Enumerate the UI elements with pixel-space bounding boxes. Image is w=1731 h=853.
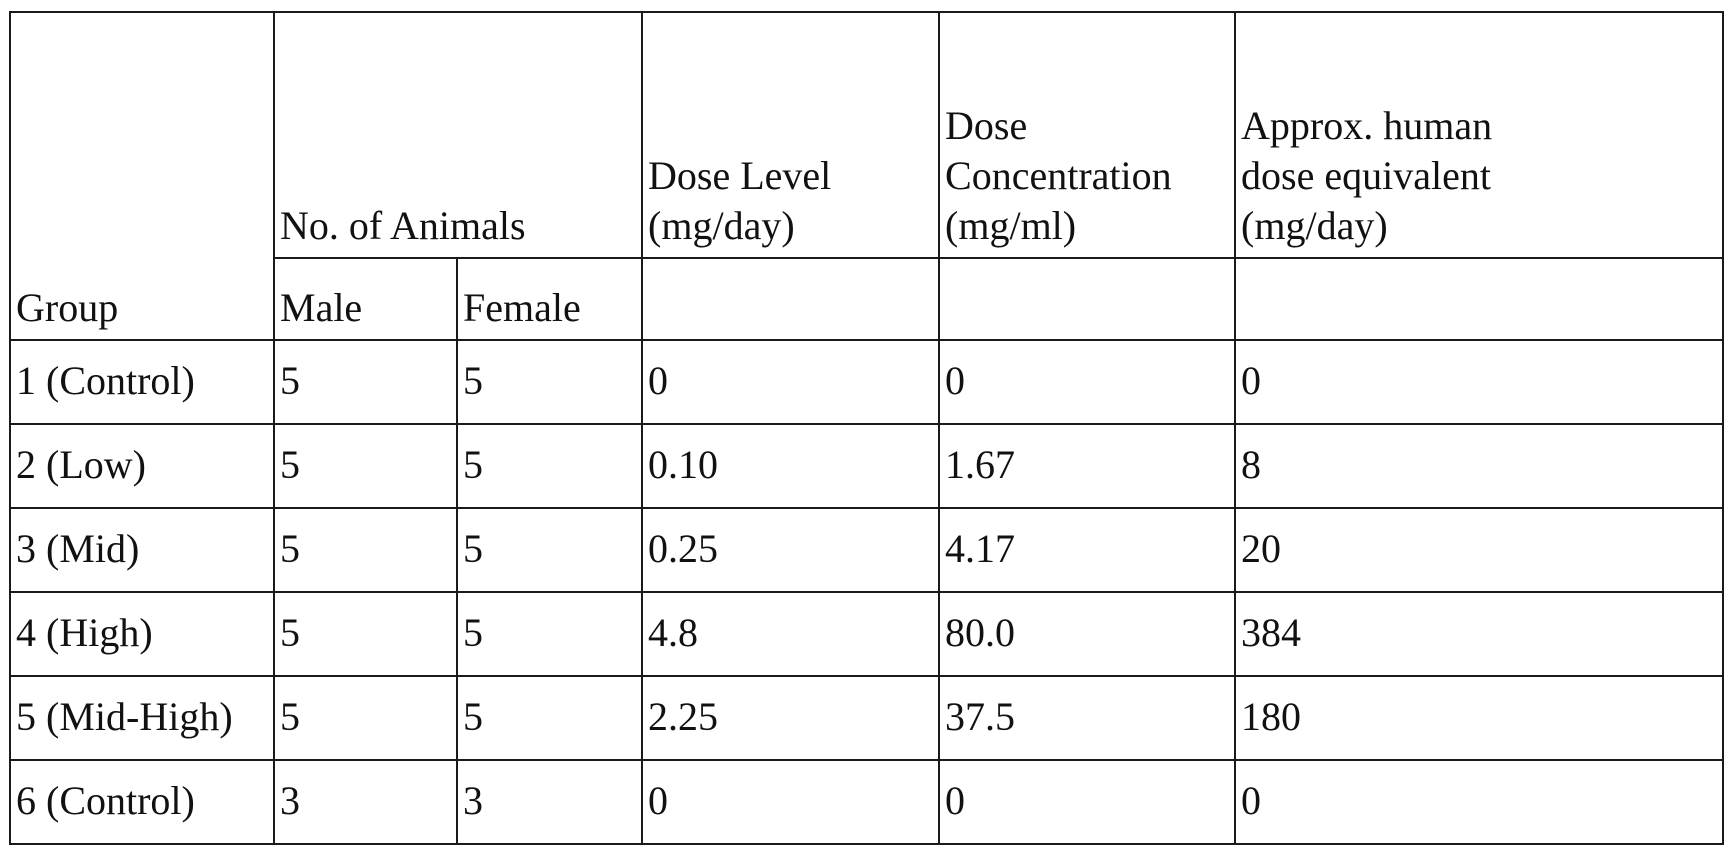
group-cell: 4 (High) — [10, 592, 274, 676]
dose-concentration-cell: 37.5 — [939, 676, 1235, 760]
group-cell: 3 (Mid) — [10, 508, 274, 592]
header-male: Male — [280, 283, 450, 333]
header-animals-cell: No. of Animals — [274, 12, 642, 258]
table-row: 1 (Control) 5 5 0 0 0 — [10, 340, 1723, 424]
male-count-cell: 5 — [274, 508, 457, 592]
header-empty-cell — [642, 258, 939, 340]
table-row: 3 (Mid) 5 5 0.25 4.17 20 — [10, 508, 1723, 592]
dose-concentration-cell: 0 — [939, 340, 1235, 424]
table-row: 2 (Low) 5 5 0.10 1.67 8 — [10, 424, 1723, 508]
male-count-cell: 3 — [274, 760, 457, 844]
female-count-cell: 5 — [457, 340, 642, 424]
table-row: 4 (High) 5 5 4.8 80.0 384 — [10, 592, 1723, 676]
header-human-dose-equivalent: Approx. human dose equivalent (mg/day) — [1241, 101, 1716, 251]
header-no-of-animals: No. of Animals — [280, 201, 635, 251]
header-dose-level-cell: Dose Level (mg/day) — [642, 12, 939, 258]
dose-level-cell: 0 — [642, 760, 939, 844]
human-dose-cell: 180 — [1235, 676, 1723, 760]
dose-concentration-cell: 0 — [939, 760, 1235, 844]
header-empty-cell — [939, 258, 1235, 340]
male-count-cell: 5 — [274, 424, 457, 508]
header-group-cell: Group — [10, 12, 274, 340]
male-count-cell: 5 — [274, 676, 457, 760]
male-count-cell: 5 — [274, 340, 457, 424]
group-cell: 1 (Control) — [10, 340, 274, 424]
group-cell: 5 (Mid-High) — [10, 676, 274, 760]
dose-group-table: Group No. of Animals Dose Level (mg/day)… — [9, 11, 1724, 845]
header-human-dose-cell: Approx. human dose equivalent (mg/day) — [1235, 12, 1723, 258]
male-count-cell: 5 — [274, 592, 457, 676]
female-count-cell: 3 — [457, 760, 642, 844]
header-female: Female — [463, 283, 635, 333]
header-male-cell: Male — [274, 258, 457, 340]
table-row: 5 (Mid-High) 5 5 2.25 37.5 180 — [10, 676, 1723, 760]
dose-concentration-cell: 4.17 — [939, 508, 1235, 592]
dose-level-cell: 4.8 — [642, 592, 939, 676]
female-count-cell: 5 — [457, 424, 642, 508]
header-dose-concentration-cell: Dose Concentration (mg/ml) — [939, 12, 1235, 258]
header-female-cell: Female — [457, 258, 642, 340]
human-dose-cell: 0 — [1235, 340, 1723, 424]
header-dose-level: Dose Level (mg/day) — [648, 151, 932, 251]
human-dose-cell: 384 — [1235, 592, 1723, 676]
female-count-cell: 5 — [457, 592, 642, 676]
dose-concentration-cell: 1.67 — [939, 424, 1235, 508]
human-dose-cell: 20 — [1235, 508, 1723, 592]
dose-level-cell: 0 — [642, 340, 939, 424]
dose-level-cell: 0.25 — [642, 508, 939, 592]
group-cell: 6 (Control) — [10, 760, 274, 844]
human-dose-cell: 0 — [1235, 760, 1723, 844]
header-row-main: Group No. of Animals Dose Level (mg/day)… — [10, 12, 1723, 258]
female-count-cell: 5 — [457, 676, 642, 760]
header-dose-concentration: Dose Concentration (mg/ml) — [945, 101, 1228, 251]
header-group: Group — [16, 283, 267, 333]
human-dose-cell: 8 — [1235, 424, 1723, 508]
table-row: 6 (Control) 3 3 0 0 0 — [10, 760, 1723, 844]
female-count-cell: 5 — [457, 508, 642, 592]
dose-concentration-cell: 80.0 — [939, 592, 1235, 676]
dose-level-cell: 0.10 — [642, 424, 939, 508]
dose-level-cell: 2.25 — [642, 676, 939, 760]
header-empty-cell — [1235, 258, 1723, 340]
group-cell: 2 (Low) — [10, 424, 274, 508]
